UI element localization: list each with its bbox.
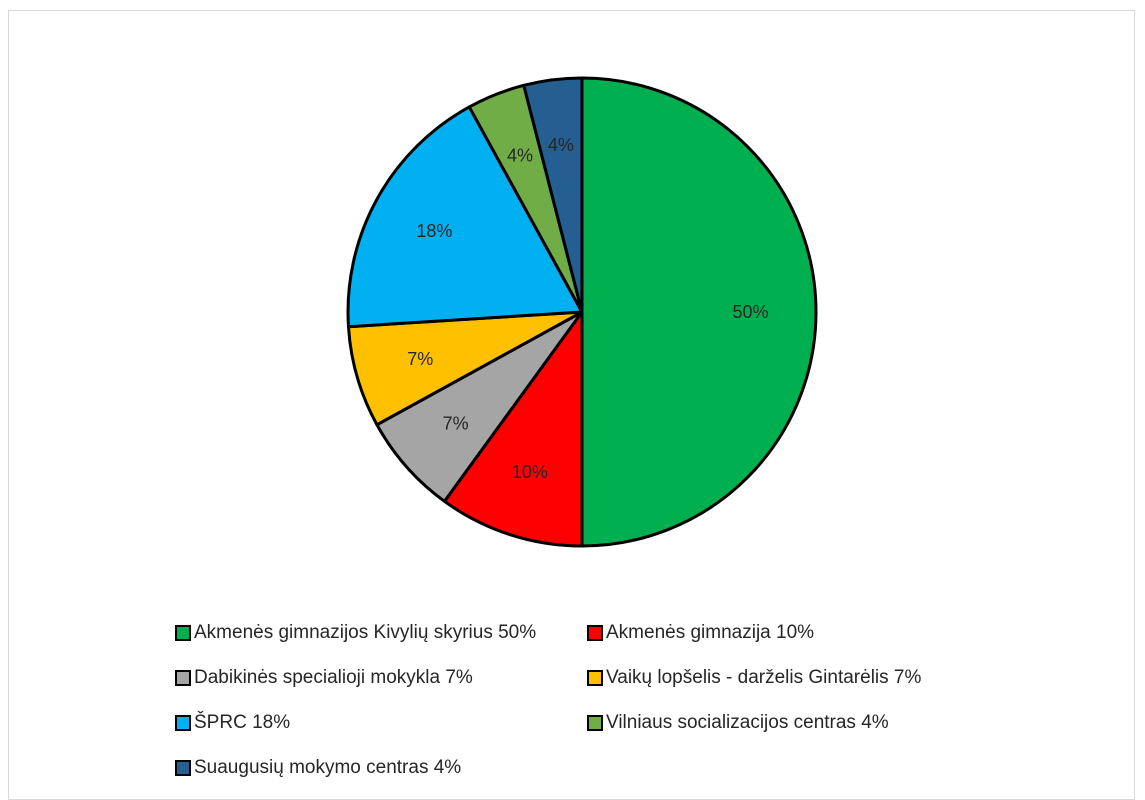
legend-item-dabikines-specialioji-mokykla: Dabikinės specialioji mokykla 7% xyxy=(175,663,587,693)
slice-label-vilniaus-socializacijos-centras: 4% xyxy=(507,145,533,165)
slice-label-akmenes-gimnazija: 10% xyxy=(512,462,548,482)
legend-item-vilniaus-socializacijos-centras: Vilniaus socializacijos centras 4% xyxy=(587,708,987,738)
legend-item-vaiku-lopselis-darzelis-gintarelis: Vaikų lopšelis - darželis Gintarėlis 7% xyxy=(587,663,987,693)
legend-swatch xyxy=(587,715,603,731)
legend-label: ŠPRC 18% xyxy=(194,712,291,733)
legend-item-sprc: ŠPRC 18% xyxy=(175,708,587,738)
slice-label-sprc: 18% xyxy=(416,221,452,241)
legend-item-akmenes-gimnazija: Akmenės gimnazija 10% xyxy=(587,618,987,648)
legend-swatch xyxy=(587,670,603,686)
legend-item-suaugusiu-mokymo-centras: Suaugusių mokymo centras 4% xyxy=(175,753,587,783)
legend-swatch xyxy=(175,625,191,641)
slice-label-suaugusiu-mokymo-centras: 4% xyxy=(548,135,574,155)
legend-swatch xyxy=(587,625,603,641)
legend-label: Suaugusių mokymo centras 4% xyxy=(194,757,462,778)
legend-swatch xyxy=(175,670,191,686)
legend-swatch xyxy=(175,715,191,731)
legend-label: Akmenės gimnazijos Kivylių skyrius 50% xyxy=(194,622,537,643)
legend-label: Vaikų lopšelis - darželis Gintarėlis 7% xyxy=(606,667,922,688)
pie-slice-akmenes-gimnazija xyxy=(442,310,584,548)
legend-label: Dabikinės specialioji mokykla 7% xyxy=(194,667,473,688)
slice-label-dabikines-specialioji-mokykla: 7% xyxy=(443,413,469,433)
pie-slice-sprc xyxy=(346,105,584,329)
legend-label: Akmenės gimnazija 10% xyxy=(606,622,815,643)
pie-slice-suaugusiu-mokymo-centras xyxy=(522,76,584,314)
slice-label-akmenes-gimnazijos-kivyliu-skyrius: 50% xyxy=(732,302,768,322)
pie-slice-vaiku-lopselis-darzelis-gintarelis xyxy=(346,310,584,427)
pie-chart: 50% 10% 7% 7% 18% 4% 4% xyxy=(346,76,818,548)
pie-slice-akmenes-gimnazijos-kivyliu-skyrius xyxy=(580,76,818,548)
pie-slice-dabikines-specialioji-mokykla xyxy=(375,310,584,503)
legend-swatch xyxy=(175,760,191,776)
legend-item-akmenes-gimnazijos-kivyliu-skyrius: Akmenės gimnazijos Kivylių skyrius 50% xyxy=(175,618,587,648)
chart-legend: Akmenės gimnazijos Kivylių skyrius 50% Ak… xyxy=(175,618,995,783)
legend-label: Vilniaus socializacijos centras 4% xyxy=(606,712,889,733)
slice-label-vaiku-lopselis-darzelis-gintarelis: 7% xyxy=(407,349,433,369)
